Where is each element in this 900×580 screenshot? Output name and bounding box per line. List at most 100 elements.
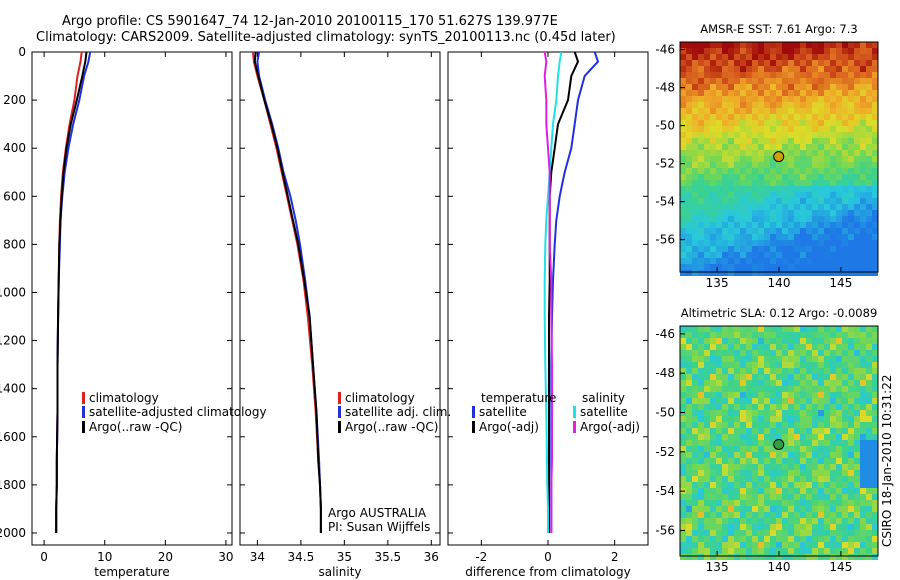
heatmap-cell (872, 350, 878, 356)
heatmap-cell (830, 144, 836, 150)
heatmap-cell (722, 162, 728, 168)
heatmap-cell (710, 168, 716, 174)
heatmap-cell (716, 192, 722, 198)
heatmap-cell (860, 404, 866, 410)
diff-legend-sal-header: salinity (582, 391, 625, 405)
heatmap-cell (776, 252, 782, 258)
heatmap-cell (746, 494, 752, 500)
heatmap-cell (752, 548, 758, 554)
heatmap-cell (788, 530, 794, 536)
heatmap-cell (770, 548, 776, 554)
heatmap-cell (776, 222, 782, 228)
heatmap-cell (758, 356, 764, 362)
heatmap-cell (680, 216, 686, 222)
heatmap-cell (854, 150, 860, 156)
temperature-panel-xtick-label: 10 (97, 550, 112, 564)
heatmap-cell (722, 422, 728, 428)
heatmap-cell (854, 216, 860, 222)
heatmap-cell (776, 386, 782, 392)
heatmap-cell (848, 48, 854, 54)
heatmap-cell (872, 404, 878, 410)
heatmap-cell (788, 356, 794, 362)
heatmap-cell (854, 338, 860, 344)
heatmap-cell (764, 234, 770, 240)
heatmap-cell (770, 518, 776, 524)
heatmap-cell (770, 138, 776, 144)
heatmap-cell (728, 180, 734, 186)
heatmap-cell (698, 252, 704, 258)
heatmap-cell (860, 380, 866, 386)
heatmap-cell (872, 78, 878, 84)
heatmap-cell (854, 90, 860, 96)
heatmap-cell (854, 138, 860, 144)
heatmap-cell (854, 518, 860, 524)
heatmap-cell (710, 494, 716, 500)
heatmap-cell (692, 60, 698, 66)
heatmap-cell (716, 482, 722, 488)
heatmap-cell (704, 440, 710, 446)
heatmap-cell (848, 150, 854, 156)
heatmap-cell (866, 108, 872, 114)
heatmap-cell (728, 518, 734, 524)
heatmap-cell (812, 536, 818, 542)
heatmap-cell (716, 512, 722, 518)
heatmap-cell (812, 398, 818, 404)
heatmap-cell (872, 536, 878, 542)
heatmap-cell (704, 90, 710, 96)
heatmap-cell (716, 210, 722, 216)
heatmap-cell (782, 150, 788, 156)
heatmap-cell (764, 192, 770, 198)
heatmap-cell (698, 482, 704, 488)
heatmap-cell (728, 416, 734, 422)
heatmap-cell (812, 120, 818, 126)
heatmap-cell (698, 380, 704, 386)
heatmap-cell (698, 198, 704, 204)
heatmap-cell (680, 150, 686, 156)
heatmap-cell (806, 42, 812, 48)
heatmap-cell (782, 374, 788, 380)
heatmap-cell (716, 338, 722, 344)
heatmap-cell (818, 222, 824, 228)
heatmap-cell (866, 126, 872, 132)
heatmap-cell (740, 530, 746, 536)
heatmap-cell (836, 114, 842, 120)
heatmap-cell (794, 554, 800, 560)
heatmap-cell (824, 326, 830, 332)
heatmap-cell (764, 42, 770, 48)
heatmap-cell (770, 186, 776, 192)
heatmap-cell (680, 210, 686, 216)
heatmap-cell (836, 96, 842, 102)
heatmap-cell (770, 84, 776, 90)
heatmap-cell (746, 66, 752, 72)
heatmap-cell (704, 150, 710, 156)
heatmap-cell (806, 54, 812, 60)
heatmap-cell (854, 422, 860, 428)
heatmap-cell (836, 54, 842, 60)
heatmap-cell (812, 270, 818, 276)
heatmap-cell (836, 48, 842, 54)
heatmap-cell (800, 264, 806, 270)
heatmap-cell (698, 344, 704, 350)
heatmap-cell (866, 192, 872, 198)
heatmap-cell (704, 374, 710, 380)
heatmap-cell (734, 530, 740, 536)
heatmap-cell (830, 332, 836, 338)
heatmap-cell (854, 464, 860, 470)
heatmap-cell (782, 252, 788, 258)
heatmap-cell (806, 126, 812, 132)
heatmap-cell (866, 174, 872, 180)
heatmap-cell (824, 344, 830, 350)
heatmap-cell (842, 422, 848, 428)
heatmap-cell (770, 60, 776, 66)
heatmap-cell (860, 440, 866, 446)
heatmap-cell (686, 326, 692, 332)
heatmap-cell (818, 120, 824, 126)
heatmap-cell (680, 96, 686, 102)
heatmap-cell (734, 210, 740, 216)
heatmap-cell (770, 258, 776, 264)
heatmap-cell (698, 362, 704, 368)
heatmap-cell (812, 258, 818, 264)
heatmap-cell (716, 114, 722, 120)
heatmap-cell (860, 42, 866, 48)
heatmap-cell (722, 554, 728, 560)
